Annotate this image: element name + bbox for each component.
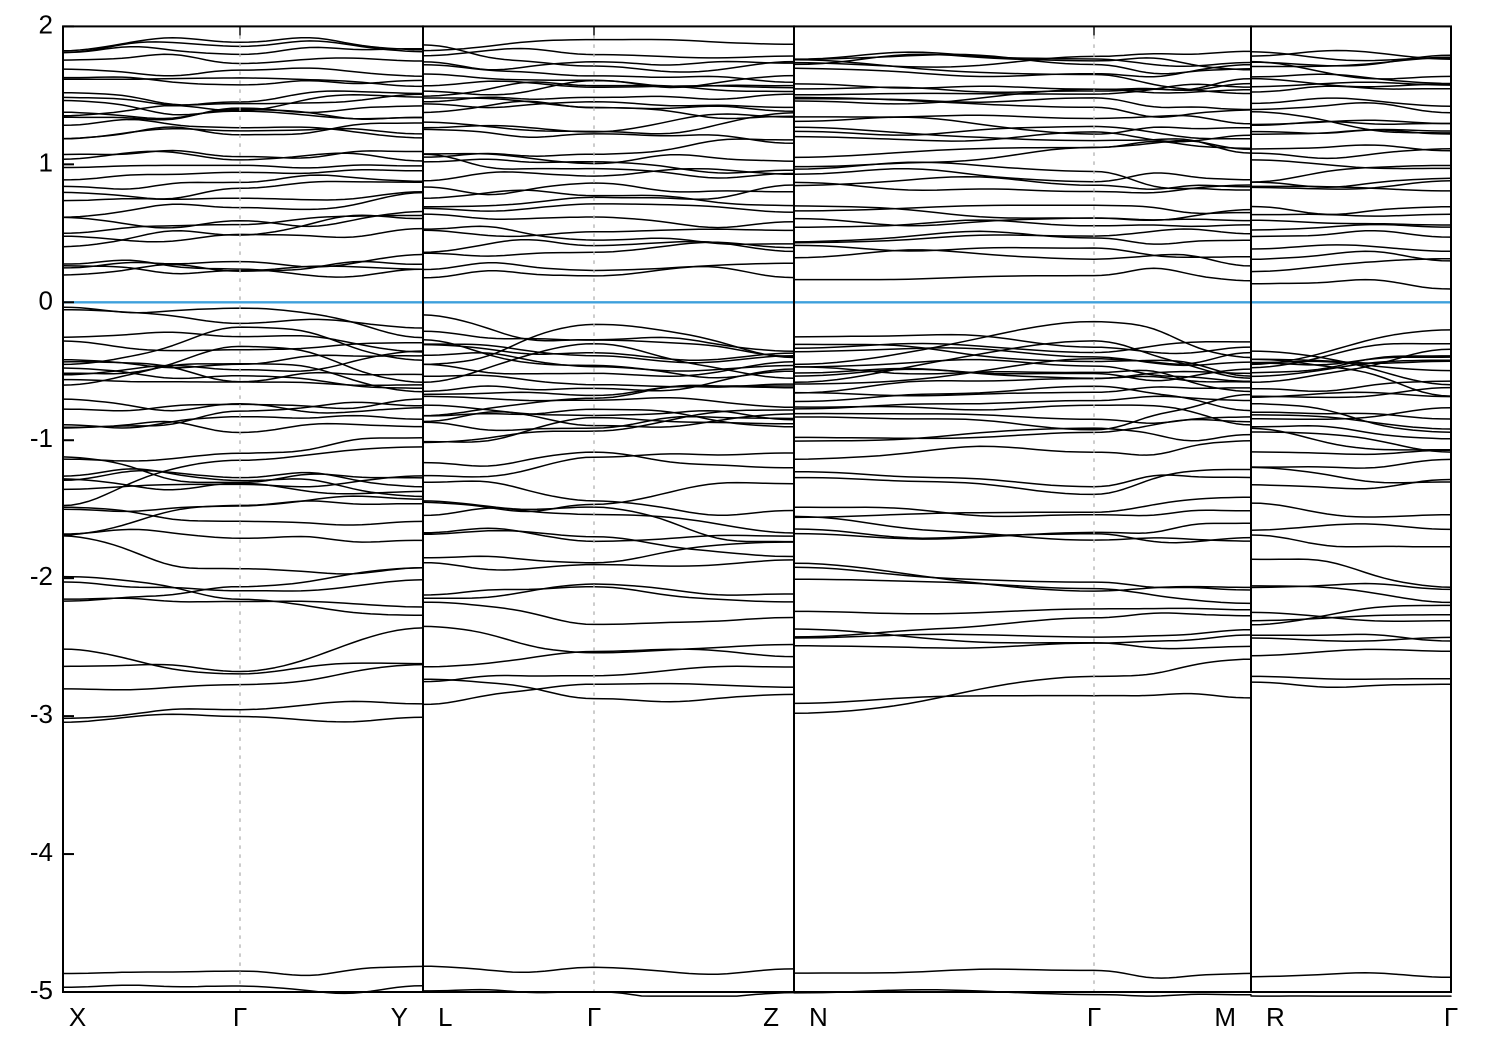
svg-text:-4: -4 bbox=[30, 837, 53, 867]
svg-text:0: 0 bbox=[39, 285, 53, 315]
svg-text:Z: Z bbox=[763, 1002, 779, 1032]
svg-text:Γ: Γ bbox=[1444, 1002, 1458, 1032]
svg-text:L: L bbox=[438, 1002, 452, 1032]
svg-text:N: N bbox=[809, 1002, 828, 1032]
svg-text:R: R bbox=[1266, 1002, 1285, 1032]
svg-text:Γ: Γ bbox=[587, 1002, 601, 1032]
svg-text:Γ: Γ bbox=[1087, 1002, 1101, 1032]
svg-text:-5: -5 bbox=[30, 975, 53, 1005]
svg-text:-2: -2 bbox=[30, 561, 53, 591]
svg-text:1: 1 bbox=[39, 147, 53, 177]
svg-text:M: M bbox=[1214, 1002, 1236, 1032]
svg-text:-1: -1 bbox=[30, 423, 53, 453]
svg-text:Y: Y bbox=[391, 1002, 408, 1032]
svg-text:2: 2 bbox=[39, 9, 53, 39]
svg-text:X: X bbox=[69, 1002, 86, 1032]
svg-text:-3: -3 bbox=[30, 699, 53, 729]
svg-text:Γ: Γ bbox=[233, 1002, 247, 1032]
